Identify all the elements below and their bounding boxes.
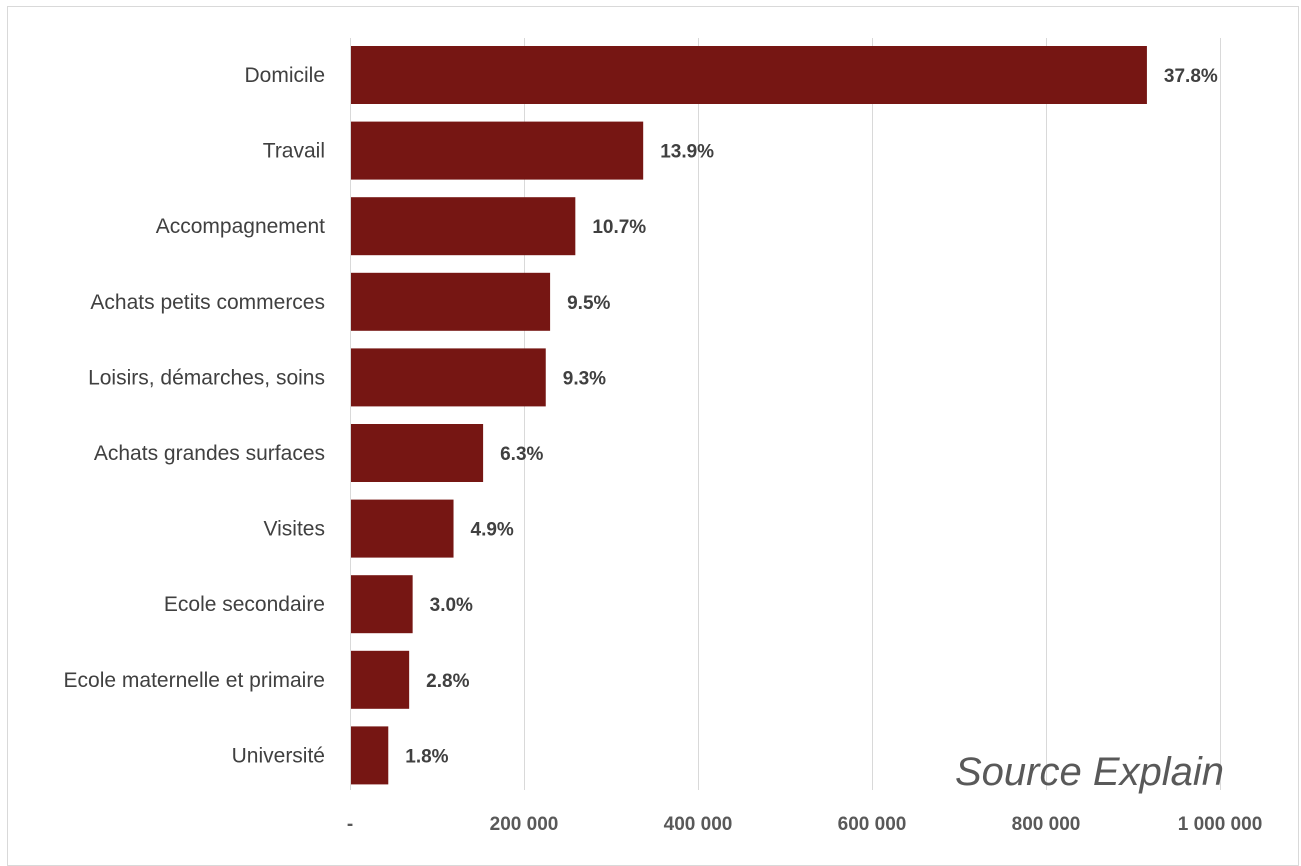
data-label: 1.8% <box>405 746 448 767</box>
bar <box>351 575 413 634</box>
bar <box>351 272 551 331</box>
category-label: Travail <box>263 140 325 163</box>
x-tick-label: 400 000 <box>664 814 733 835</box>
bar <box>351 726 389 785</box>
data-label: 9.3% <box>563 368 606 389</box>
category-label: Domicile <box>244 64 325 87</box>
bar <box>351 650 410 709</box>
chart-frame <box>7 6 1299 866</box>
x-tick-label: 800 000 <box>1012 814 1081 835</box>
category-label: Accompagnement <box>156 215 325 238</box>
data-label: 2.8% <box>426 671 469 692</box>
data-label: 4.9% <box>471 520 514 541</box>
data-label: 13.9% <box>660 142 714 163</box>
data-label: 37.8% <box>1164 66 1218 87</box>
bar <box>351 499 454 558</box>
bar <box>351 121 644 180</box>
bar <box>351 424 484 482</box>
category-label: Loisirs, démarches, soins <box>88 366 325 389</box>
category-label: Visites <box>264 518 325 541</box>
data-labels: 37.8% 13.9% 10.7% 9.5% 9.3% 6.3% 4.9% 3.0% 2.8% 1… <box>405 66 1218 767</box>
data-label: 6.3% <box>500 444 543 465</box>
bar <box>351 197 576 256</box>
category-label: Université <box>232 744 325 767</box>
x-tick-label: 200 000 <box>490 814 559 835</box>
category-label: Ecole secondaire <box>164 593 325 616</box>
category-label: Achats grandes surfaces <box>94 442 325 465</box>
category-label: Achats petits commerces <box>90 291 325 314</box>
x-tick-label: 600 000 <box>838 814 907 835</box>
x-tick-label: 1 000 000 <box>1178 814 1263 835</box>
data-label: 3.0% <box>430 595 473 616</box>
x-tick-label: - <box>347 814 353 835</box>
source-label: Source Explain <box>955 750 1225 794</box>
x-axis-tick-labels: - 200 000 400 000 600 000 800 000 1 000 000 <box>347 814 1262 835</box>
category-labels: Domicile Travail Accompagnement Achats peti… <box>64 64 326 767</box>
category-label: Ecole maternelle et primaire <box>64 669 325 692</box>
bars <box>351 46 1147 785</box>
bar <box>351 348 546 407</box>
bar <box>351 46 1147 104</box>
data-label: 10.7% <box>592 217 646 238</box>
data-label: 9.5% <box>567 293 610 314</box>
